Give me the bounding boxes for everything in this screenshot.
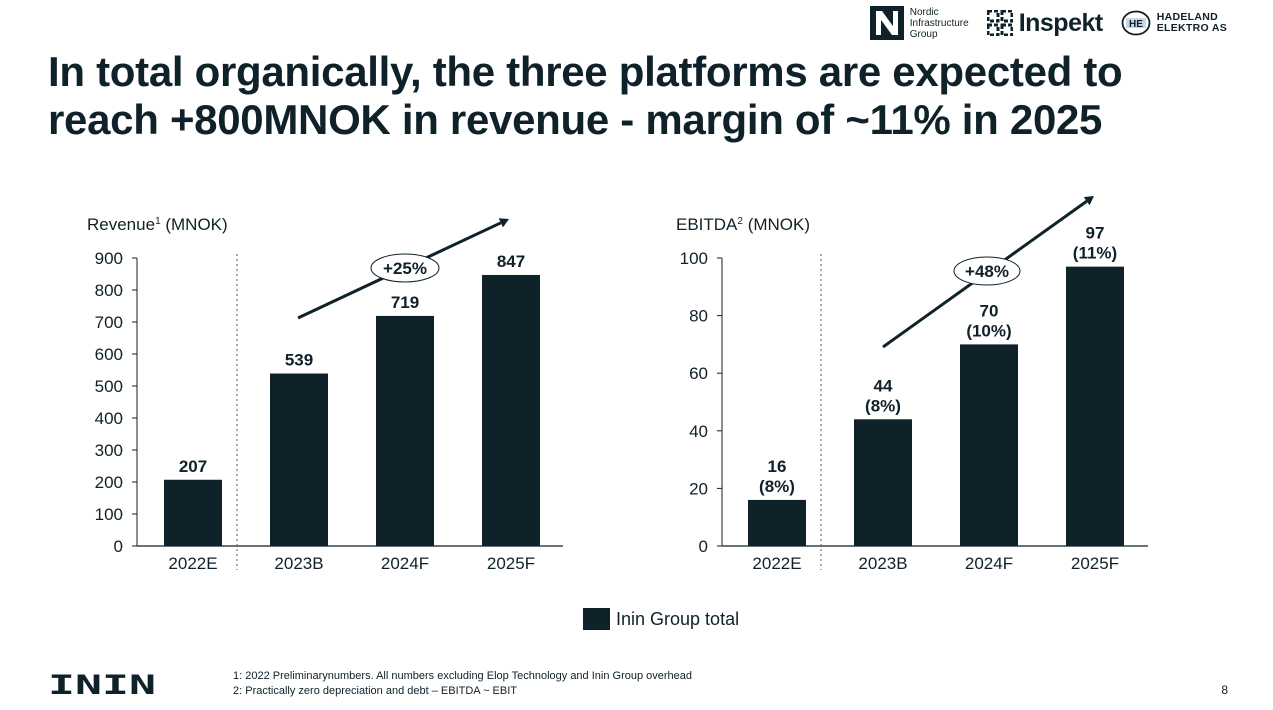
revenue-growth-arrow-head	[498, 218, 509, 228]
ebitda-value-label: 97	[1086, 224, 1105, 243]
revenue-x-tick-label: 2022E	[168, 554, 217, 573]
inin-brand-text: ININ	[48, 674, 156, 696]
hadeland-logo-line: ELEKTRO AS	[1156, 22, 1227, 34]
revenue-growth-oval	[370, 253, 440, 283]
footnotes: 1: 2022 Preliminarynumbers. All numbers …	[233, 669, 692, 699]
ebitda-bar	[1066, 266, 1124, 546]
nordic-n-mark-icon	[869, 6, 904, 40]
revenue-chart: Revenue1 (MNOK) 0 100 200 300 400 500 600 700 800…	[87, 215, 563, 573]
legend-label: Inin Group total	[616, 608, 740, 629]
revenue-y-tick-label: 700	[95, 313, 123, 332]
revenue-y-tick-label: 600	[95, 345, 123, 364]
revenue-value-label: 847	[497, 252, 525, 271]
revenue-x-tick-label: 2025F	[487, 554, 535, 573]
nordic-infrastructure-logo: Nordic Infrastructure Group	[869, 6, 969, 40]
hadeland-logo-line: HADELAND	[1156, 11, 1219, 23]
partner-logos: Nordic Infrastructure Group Inspekt HE H…	[869, 4, 1227, 42]
hadeland-logo-text: HADELAND ELEKTRO AS	[1157, 12, 1227, 34]
revenue-title-text: Revenue	[87, 215, 155, 234]
ebitda-title-superscript: 2	[737, 216, 743, 227]
ebitda-y-tick-label: 20	[689, 479, 708, 498]
footnote-2: 2: Practically zero depreciation and deb…	[233, 685, 518, 697]
ebitda-x-tick-label: 2023B	[858, 554, 907, 573]
page-title: In total organically, the three platform…	[48, 48, 1123, 143]
ebitda-value-label: 70	[980, 301, 999, 320]
revenue-title-unit: (MNOK)	[161, 215, 228, 234]
hadeland-mark-icon: HE	[1121, 10, 1151, 36]
inspekt-mark-icon	[986, 10, 1013, 36]
inin-brand-logo: ININ	[48, 674, 156, 696]
revenue-y-tick-label: 100	[95, 505, 123, 524]
revenue-value-label: 207	[179, 457, 207, 476]
revenue-title-superscript: 1	[155, 216, 161, 227]
ebitda-y-tick-label: 60	[689, 364, 708, 383]
ebitda-value-label: 16	[768, 457, 787, 476]
revenue-y-tick-label: 0	[114, 537, 123, 556]
ebitda-bar	[960, 344, 1018, 546]
ebitda-value-label: 44	[874, 376, 893, 395]
ebitda-y-tick-label: 100	[680, 249, 708, 268]
ebitda-margin-label: (8%)	[759, 477, 795, 496]
revenue-y-tick-label: 200	[95, 473, 123, 492]
ebitda-chart-title: EBITDA2 (MNOK)	[676, 215, 810, 234]
nordic-logo-line: Group	[909, 28, 938, 40]
ebitda-x-tick-label: 2022E	[752, 554, 801, 573]
revenue-x-tick-label: 2023B	[274, 554, 323, 573]
ebitda-y-tick-label: 40	[689, 422, 708, 441]
ebitda-chart: EBITDA2 (MNOK)0204060801002022E16(8%)202…	[676, 196, 1148, 573]
hadeland-elektro-logo: HE HADELAND ELEKTRO AS	[1121, 10, 1227, 36]
revenue-y-tick-label: 300	[95, 441, 123, 460]
ebitda-title-text: EBITDA	[676, 215, 738, 234]
inspekt-logo-text: Inspekt	[1018, 8, 1104, 37]
revenue-chart-title: Revenue1 (MNOK)	[87, 215, 228, 234]
ebitda-title-unit: (MNOK)	[743, 215, 810, 234]
revenue-bar	[482, 274, 540, 546]
revenue-bar	[376, 315, 434, 546]
revenue-y-tick-label: 500	[95, 377, 123, 396]
page-number: 8	[1221, 683, 1228, 697]
ebitda-growth-oval	[953, 256, 1021, 286]
revenue-y-tick-label: 900	[95, 249, 123, 268]
nordic-logo-line: Infrastructure	[909, 17, 969, 29]
inspekt-logo: Inspekt	[986, 8, 1104, 38]
ebitda-bar	[854, 419, 912, 546]
ebitda-margin-label: (8%)	[865, 396, 901, 415]
ebitda-growth-arrow-head	[1083, 196, 1094, 206]
revenue-y-tick-label: 800	[95, 281, 123, 300]
ebitda-x-tick-label: 2024F	[965, 554, 1013, 573]
ebitda-y-tick-label: 0	[699, 537, 708, 556]
revenue-x-tick-label: 2024F	[381, 554, 429, 573]
revenue-bar	[270, 373, 328, 546]
hadeland-mark-text: HE	[1129, 19, 1143, 30]
ebitda-margin-label: (11%)	[1073, 244, 1117, 263]
revenue-growth-label: +25%	[383, 259, 427, 278]
revenue-value-label: 539	[285, 351, 313, 370]
nordic-logo-text: Nordic Infrastructure Group	[910, 7, 969, 40]
revenue-value-label: 719	[391, 293, 419, 312]
ebitda-growth-label: +48%	[965, 262, 1009, 281]
ebitda-margin-label: (10%)	[966, 321, 1011, 340]
ebitda-x-tick-label: 2025F	[1071, 554, 1119, 573]
ebitda-y-tick-label: 80	[689, 307, 708, 326]
nordic-logo-line: Nordic	[909, 6, 939, 18]
revenue-y-tick-label: 400	[95, 409, 123, 428]
ebitda-bar	[748, 499, 806, 546]
legend-swatch	[583, 608, 610, 630]
footnote-1: 1: 2022 Preliminarynumbers. All numbers …	[233, 670, 693, 682]
chart-legend: Inin Group total	[583, 608, 739, 630]
revenue-bar	[164, 479, 222, 546]
